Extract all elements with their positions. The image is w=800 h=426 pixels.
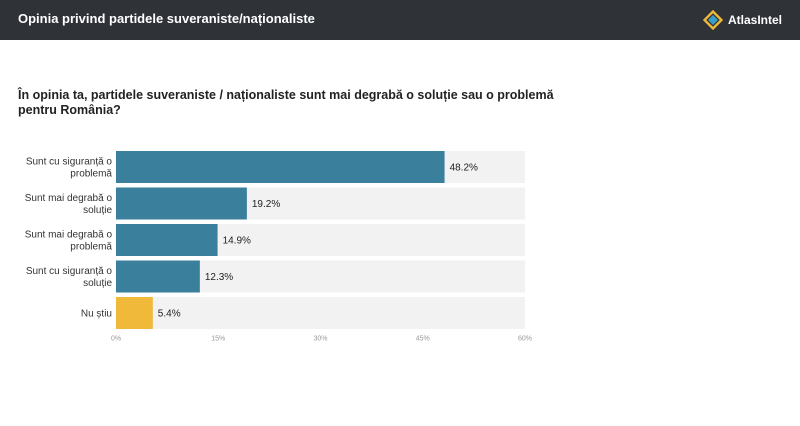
value-label-0: 48.2% — [450, 163, 478, 174]
value-label-2: 14.9% — [223, 236, 251, 247]
tick-label-1: 15% — [211, 336, 225, 343]
bar-track-4 — [116, 297, 525, 329]
category-label-3-1: soluție — [83, 278, 112, 289]
brand: AtlasIntel — [702, 8, 782, 32]
category-label-3-0: Sunt cu siguranță o — [26, 266, 113, 277]
value-label-1: 19.2% — [252, 199, 280, 210]
value-label-3: 12.3% — [205, 272, 233, 283]
tick-label-2: 30% — [313, 336, 327, 343]
atlasintel-logo-icon — [702, 10, 723, 30]
category-label-1-0: Sunt mai degrabă o — [25, 193, 113, 204]
category-label-1-1: soluție — [83, 205, 112, 216]
bar-chart: 48.2%Sunt cu siguranță oproblemă19.2%Sun… — [25, 151, 532, 343]
bar-4 — [116, 297, 153, 329]
bar-2 — [116, 224, 218, 256]
chart-question: În opinia ta, partidele suveraniste / na… — [18, 88, 554, 117]
category-label-0-1: problemă — [70, 169, 112, 180]
category-label-2-0: Sunt mai degrabă o — [25, 230, 113, 241]
brand-name: AtlasIntel — [727, 13, 782, 27]
header-bar: Opinia privind partidele suveraniste/naț… — [0, 0, 800, 40]
value-label-4: 5.4% — [158, 309, 181, 320]
tick-label-0: 0% — [111, 336, 121, 343]
page-title: Opinia privind partidele suveraniste/naț… — [18, 11, 315, 26]
tick-label-3: 45% — [416, 336, 430, 343]
bar-3 — [116, 260, 200, 293]
category-label-0-0: Sunt cu siguranță o — [26, 157, 113, 168]
bar-1 — [116, 187, 247, 220]
category-label-4-0: Nu știu — [81, 309, 112, 320]
category-label-2-1: problemă — [70, 242, 112, 253]
bar-0 — [116, 151, 445, 183]
tick-label-4: 60% — [518, 336, 532, 343]
